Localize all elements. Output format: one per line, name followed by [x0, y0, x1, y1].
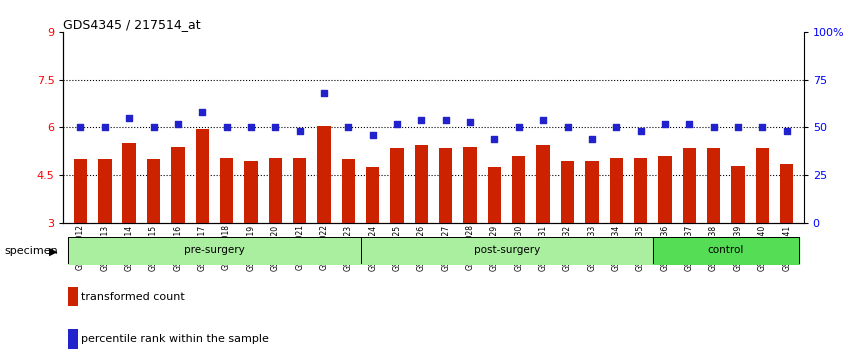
Bar — [488, 167, 501, 223]
Bar — [220, 158, 233, 223]
Point — [98, 125, 112, 130]
Point — [366, 132, 380, 138]
Point — [415, 117, 428, 122]
Bar — [634, 158, 647, 223]
Point — [439, 117, 453, 122]
Text: transformed count: transformed count — [81, 292, 185, 302]
Point — [683, 121, 696, 126]
Bar — [317, 126, 331, 223]
Bar — [683, 148, 696, 223]
Point — [123, 115, 136, 121]
Bar — [293, 158, 306, 223]
Bar — [98, 159, 112, 223]
Text: post-surgery: post-surgery — [474, 245, 540, 256]
Bar — [74, 159, 87, 223]
Bar — [123, 143, 136, 223]
Point — [146, 125, 160, 130]
Bar — [147, 159, 160, 223]
Bar — [415, 145, 428, 223]
Bar — [658, 156, 672, 223]
Bar — [195, 129, 209, 223]
Text: specimen: specimen — [4, 246, 58, 256]
Bar — [171, 147, 184, 223]
Point — [658, 121, 672, 126]
Point — [755, 125, 769, 130]
Bar — [780, 164, 794, 223]
Point — [780, 129, 794, 134]
Bar — [244, 161, 258, 223]
Bar — [585, 161, 599, 223]
Point — [195, 109, 209, 115]
Point — [609, 125, 623, 130]
Point — [268, 125, 282, 130]
Point — [487, 136, 501, 142]
Point — [244, 125, 258, 130]
Point — [464, 119, 477, 125]
Point — [74, 125, 87, 130]
Bar — [342, 159, 355, 223]
Point — [317, 90, 331, 96]
Text: ▶: ▶ — [49, 246, 58, 256]
Point — [585, 136, 599, 142]
Bar — [464, 147, 477, 223]
Text: control: control — [707, 245, 744, 256]
Bar — [390, 148, 404, 223]
Point — [390, 121, 404, 126]
Bar — [561, 161, 574, 223]
Text: pre-surgery: pre-surgery — [184, 245, 244, 256]
Text: percentile rank within the sample: percentile rank within the sample — [81, 334, 269, 344]
Point — [634, 129, 647, 134]
Bar — [366, 167, 379, 223]
Point — [171, 121, 184, 126]
Point — [342, 125, 355, 130]
Point — [561, 125, 574, 130]
Point — [536, 117, 550, 122]
Point — [731, 125, 744, 130]
Bar — [536, 145, 550, 223]
Bar — [268, 158, 282, 223]
Bar — [707, 148, 720, 223]
Text: GDS4345 / 217514_at: GDS4345 / 217514_at — [63, 18, 201, 31]
Bar — [609, 158, 623, 223]
Bar — [439, 148, 453, 223]
Point — [707, 125, 721, 130]
Point — [512, 125, 525, 130]
Point — [293, 129, 306, 134]
Bar — [755, 148, 769, 223]
Bar — [512, 156, 525, 223]
Point — [220, 125, 233, 130]
Bar — [731, 166, 744, 223]
